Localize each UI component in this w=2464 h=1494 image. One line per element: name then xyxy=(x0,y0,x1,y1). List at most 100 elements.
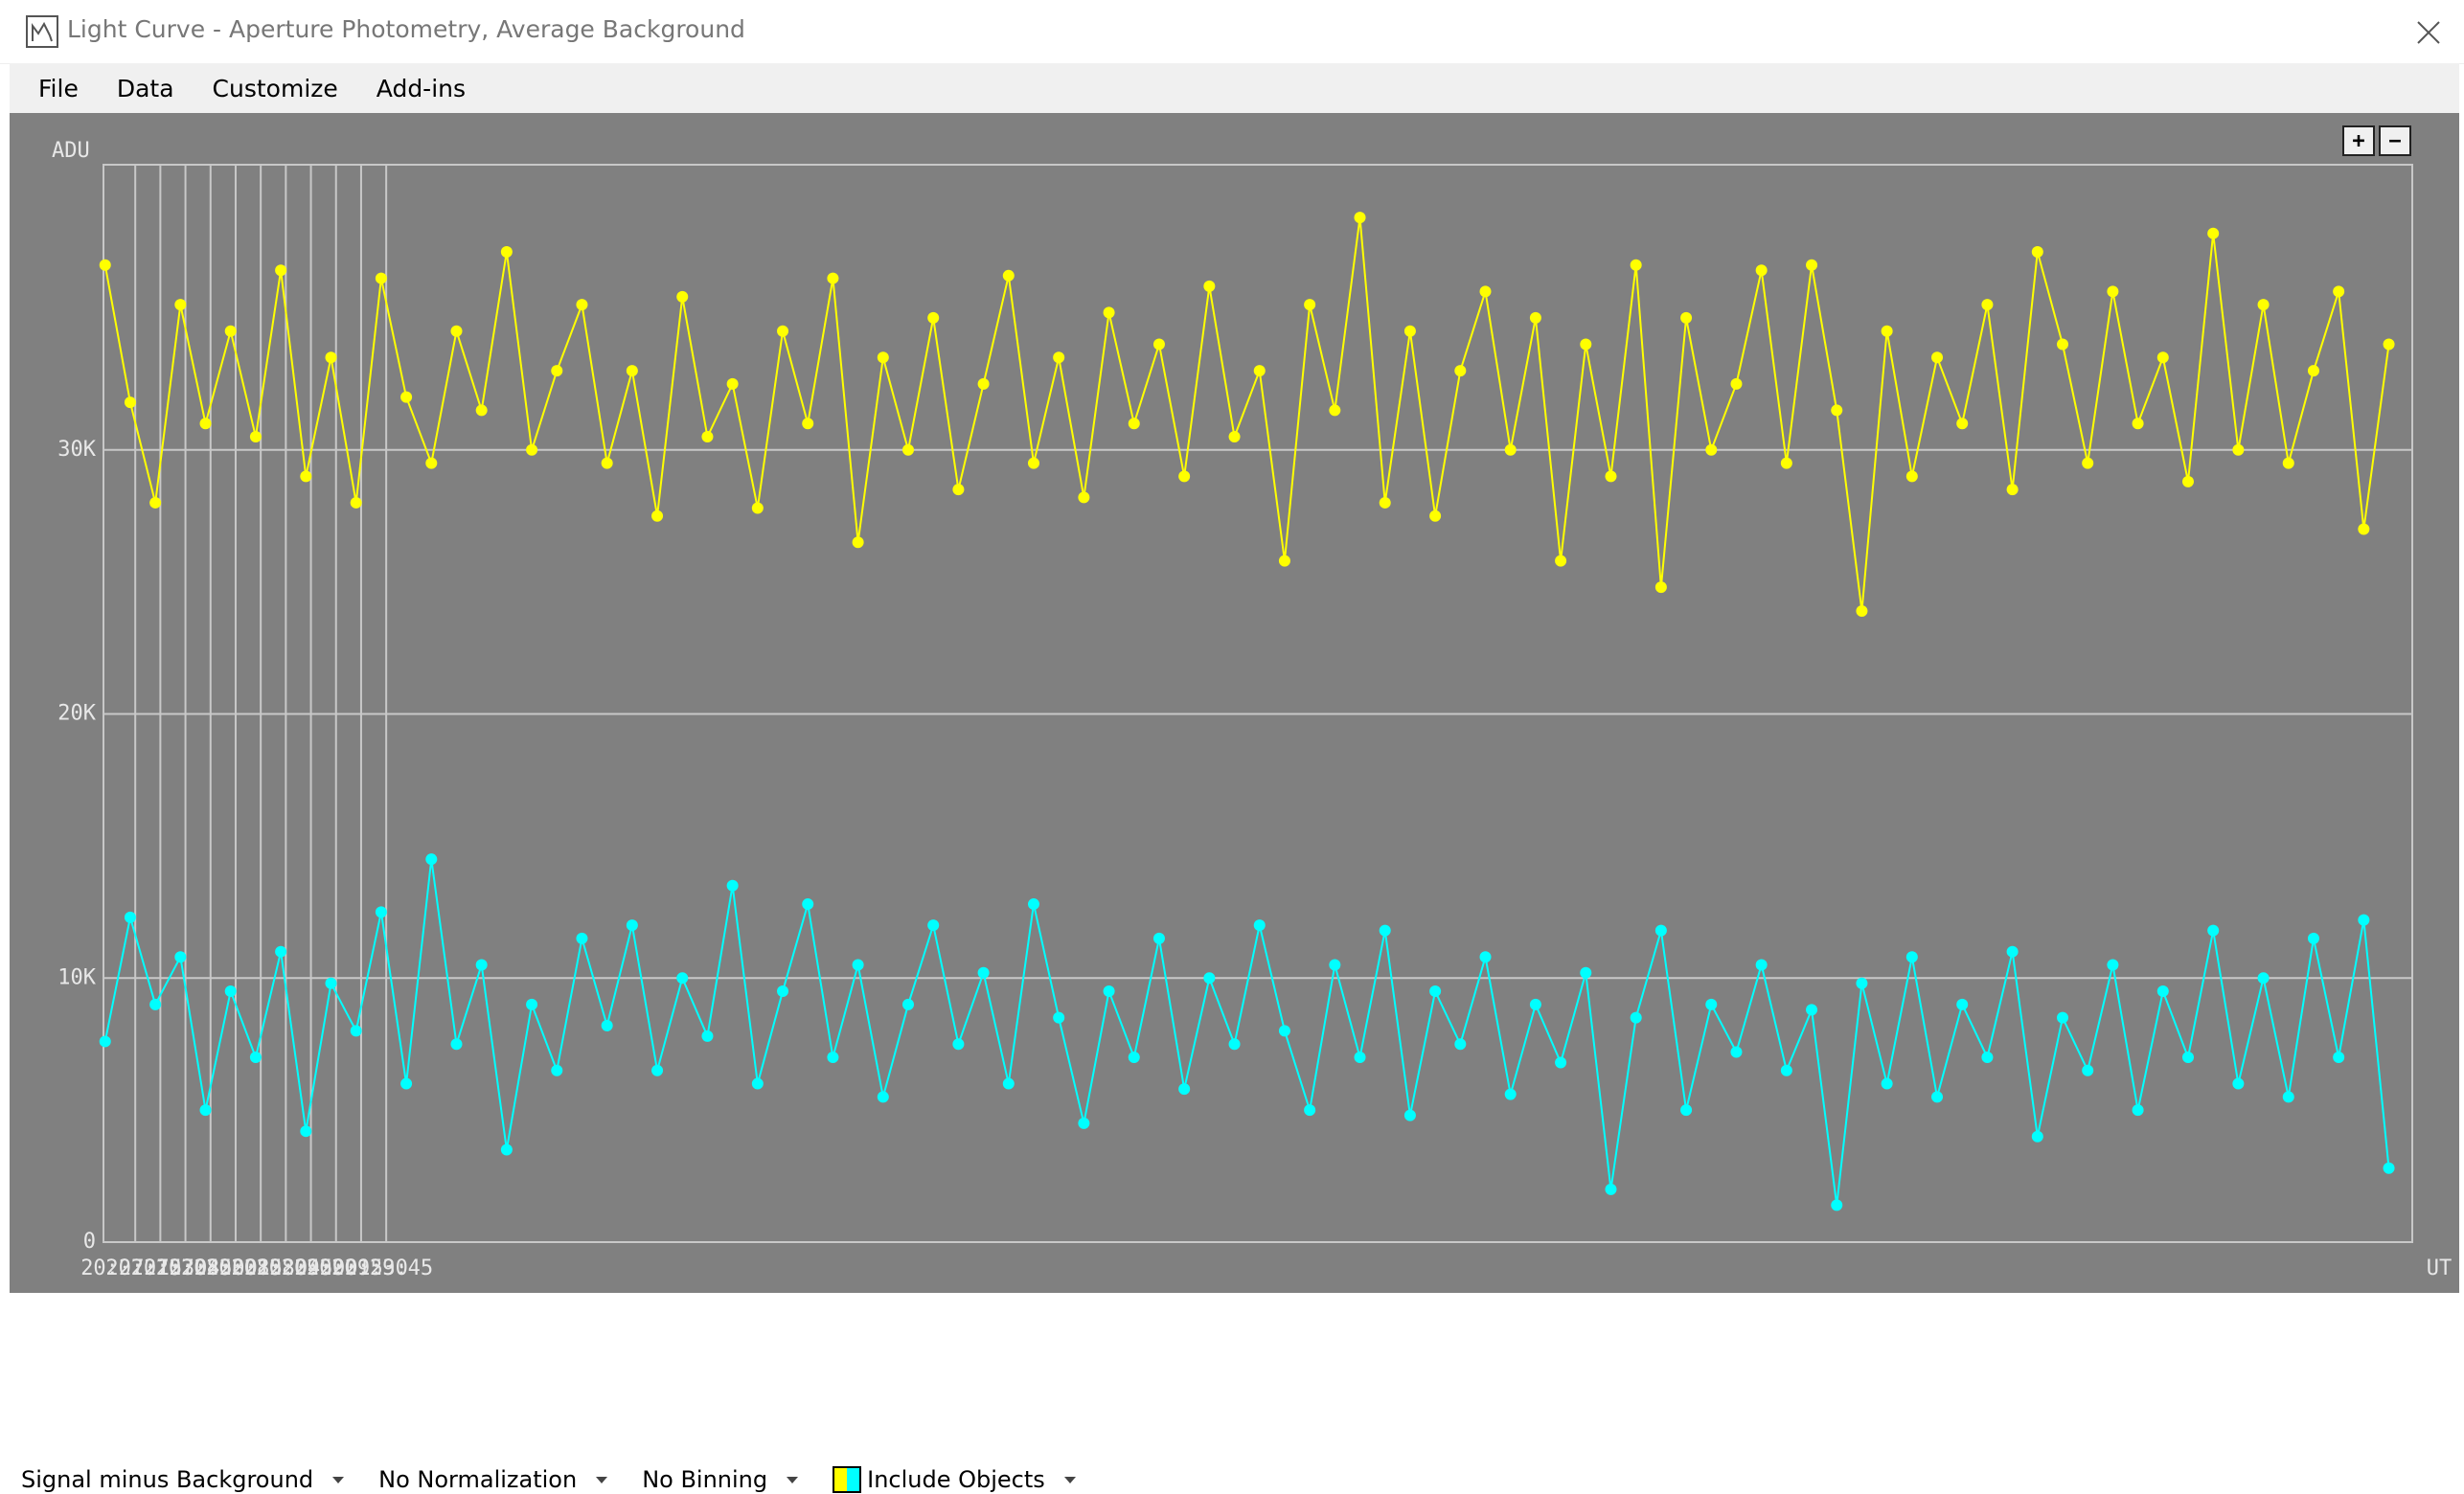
data-point xyxy=(450,1038,463,1051)
data-point xyxy=(1780,457,1792,469)
y-tick-label: 20K xyxy=(57,702,96,726)
data-point xyxy=(802,898,814,911)
data-point xyxy=(500,1143,513,1156)
data-point xyxy=(2257,972,2270,985)
menu-item[interactable]: Customize xyxy=(212,74,338,102)
data-point xyxy=(1931,351,1944,364)
x-axis-label: UT xyxy=(2427,1256,2453,1280)
data-point xyxy=(1002,1077,1015,1090)
data-point xyxy=(1329,959,1341,971)
zoom-button[interactable] xyxy=(2342,125,2375,156)
data-point xyxy=(1881,325,1893,337)
y-tick-label: 10K xyxy=(57,965,96,989)
data-point xyxy=(1730,1046,1743,1058)
data-point xyxy=(1529,998,1541,1010)
data-point xyxy=(2282,457,2294,469)
data-point xyxy=(1078,1117,1090,1129)
data-point xyxy=(1178,470,1191,483)
data-point xyxy=(1002,269,1015,282)
data-point xyxy=(149,998,162,1010)
data-point xyxy=(400,391,413,403)
status-dropdown[interactable]: No Normalization xyxy=(378,1466,608,1493)
zoom-button[interactable] xyxy=(2379,125,2411,156)
menu-item[interactable]: Add-ins xyxy=(376,74,467,102)
data-point xyxy=(1555,555,1567,567)
data-point xyxy=(1856,977,1868,989)
data-point xyxy=(275,264,287,277)
data-point xyxy=(1203,280,1216,292)
chart: 0 10K 20K 30K 20:27:1520:27:3020:27:4520:28:… xyxy=(10,113,2459,1293)
data-point xyxy=(1630,1011,1642,1024)
data-point xyxy=(1429,985,1442,998)
data-point xyxy=(1278,555,1290,567)
status-dropdown[interactable]: Include Objects xyxy=(833,1466,1076,1493)
data-point xyxy=(827,1051,839,1063)
data-point xyxy=(701,1030,714,1042)
data-point xyxy=(626,365,638,377)
data-point xyxy=(651,1064,664,1076)
dropdown-caret xyxy=(332,1476,345,1483)
data-point xyxy=(1580,338,1592,351)
data-point xyxy=(1253,365,1266,377)
data-point xyxy=(651,509,664,522)
data-point xyxy=(601,1019,613,1031)
data-point xyxy=(224,985,237,998)
data-point xyxy=(475,959,488,971)
data-point xyxy=(1078,491,1090,504)
data-point xyxy=(275,945,287,958)
data-point xyxy=(1178,1083,1191,1096)
data-point xyxy=(726,879,739,892)
data-point xyxy=(2333,285,2345,298)
data-point xyxy=(601,457,613,469)
data-point xyxy=(124,911,136,923)
data-point xyxy=(2156,985,2169,998)
data-point xyxy=(626,919,638,932)
data-point xyxy=(1529,311,1541,324)
status-label: Include Objects xyxy=(867,1466,1045,1493)
data-point xyxy=(375,272,387,284)
data-point xyxy=(2307,932,2319,944)
data-point xyxy=(350,1025,362,1037)
title-bar: Light Curve - Aperture Photometry, Avera… xyxy=(0,0,2464,64)
close-button[interactable] xyxy=(2414,18,2443,47)
menu-item[interactable]: File xyxy=(38,74,79,102)
data-point xyxy=(1454,365,1467,377)
data-point xyxy=(676,972,689,985)
menu-bar: File Data Customize Add-ins xyxy=(10,63,2459,113)
data-point xyxy=(1780,1064,1792,1076)
x-tick-label: 20:27:45 xyxy=(131,1256,233,1280)
data-point xyxy=(1354,212,1366,224)
data-point xyxy=(325,977,337,989)
data-point xyxy=(1027,898,1039,911)
data-point xyxy=(1152,932,1165,944)
data-point xyxy=(2006,484,2019,496)
data-point xyxy=(2006,945,2019,958)
x-tick-label: 20:29:00 xyxy=(257,1256,358,1280)
data-point xyxy=(2031,1130,2043,1143)
dropdown-caret xyxy=(596,1476,608,1483)
data-point xyxy=(2257,299,2270,311)
data-point xyxy=(1504,443,1517,456)
data-point xyxy=(777,325,789,337)
data-point xyxy=(1379,496,1391,509)
data-point xyxy=(2181,475,2194,487)
data-point xyxy=(676,290,689,303)
data-point xyxy=(1605,470,1617,483)
data-point xyxy=(199,1104,212,1117)
data-point xyxy=(1580,966,1592,979)
data-point xyxy=(852,536,864,549)
series-line xyxy=(103,217,2390,612)
data-point xyxy=(1454,1038,1467,1051)
x-tick-label: 20:28:15 xyxy=(181,1256,283,1280)
status-dropdown[interactable]: No Binning xyxy=(642,1466,799,1493)
data-point xyxy=(1103,306,1115,319)
data-point xyxy=(425,457,438,469)
menu-item[interactable]: Data xyxy=(116,74,174,102)
status-dropdown[interactable]: Signal minus Background xyxy=(21,1466,345,1493)
data-point xyxy=(1831,1199,1843,1211)
dropdown-caret xyxy=(787,1476,799,1483)
data-point xyxy=(1755,264,1768,277)
data-point xyxy=(2232,443,2245,456)
data-point xyxy=(551,1064,563,1076)
data-point xyxy=(902,998,915,1010)
